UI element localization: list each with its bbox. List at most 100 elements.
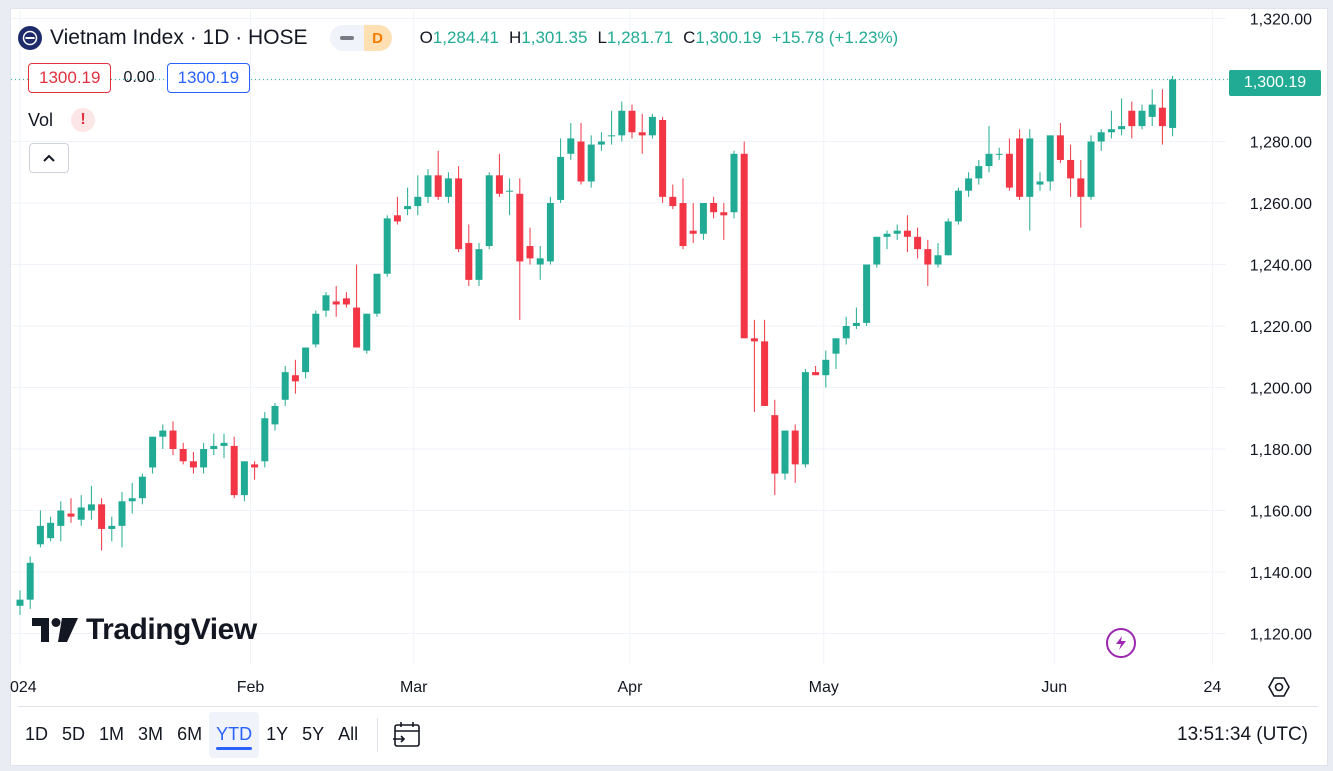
candle-body (893, 230, 901, 234)
candle (271, 402, 279, 431)
candle (801, 369, 809, 468)
symbol-title[interactable]: Vietnam Index · 1D · HOSE (50, 26, 308, 49)
chart-settings-icon[interactable] (1266, 674, 1292, 700)
candle-body (455, 178, 463, 250)
collapse-legend-button[interactable] (29, 143, 69, 173)
range-button-5d[interactable]: 5D (62, 724, 86, 744)
candle-body (47, 522, 55, 539)
candle-body (873, 236, 881, 265)
candle-body (342, 298, 350, 305)
candle (312, 310, 320, 348)
candle-body (404, 206, 412, 210)
range-button-1m[interactable]: 1M (99, 724, 125, 744)
range-button-1y[interactable]: 1Y (266, 724, 289, 744)
sell-price-button[interactable]: 1300.19 (28, 63, 112, 93)
legend-header: Vietnam Index · 1D · HOSE D O1,284.41 H1… (18, 20, 898, 56)
candle (465, 224, 473, 287)
candle-body (1097, 132, 1105, 142)
candle (669, 184, 677, 210)
range-button-ytd[interactable]: YTD (209, 711, 260, 758)
candle (791, 424, 799, 483)
candle (832, 338, 840, 370)
candle (373, 273, 381, 317)
candle (332, 286, 340, 317)
candle-body (924, 249, 932, 265)
candle-body (730, 153, 738, 213)
candle (291, 359, 299, 394)
candle (934, 242, 942, 268)
candle (128, 482, 136, 514)
candle (1077, 159, 1085, 228)
range-button-3m[interactable]: 3M (138, 724, 164, 744)
volume-label[interactable]: Vol (28, 109, 54, 130)
candle-body (659, 119, 667, 197)
bid-ask-row: 1300.19 0.00 1300.19 (28, 63, 251, 93)
range-button-5y[interactable]: 5Y (302, 724, 325, 744)
price-tick-label: 1,120.00 (1250, 627, 1312, 644)
candle-body (16, 599, 24, 606)
candle (842, 316, 850, 345)
tradingview-logo[interactable]: TradingView (32, 613, 257, 647)
time-tick-label: Apr (618, 679, 644, 696)
candle (98, 498, 106, 551)
candle (1128, 101, 1136, 139)
candle (1026, 129, 1034, 231)
candle-body (577, 141, 585, 182)
utc-clock[interactable]: 13:51:34 (UTC) (1177, 723, 1308, 745)
candle (383, 215, 391, 277)
candle (944, 218, 952, 256)
candle-body (240, 461, 248, 496)
candle-body (608, 135, 616, 137)
range-button-1d[interactable]: 1D (25, 724, 49, 744)
warning-icon[interactable]: ! (71, 108, 96, 132)
candle-body (444, 178, 452, 197)
last-price-label: 1,300.19 (1229, 70, 1321, 96)
candle-body (1067, 159, 1075, 179)
candle (526, 227, 534, 265)
candle (659, 116, 667, 203)
candle (1067, 144, 1075, 197)
candle-body (863, 264, 871, 323)
candle-body (587, 144, 595, 182)
candle-body (1087, 141, 1095, 197)
price-tick-label: 1,280.00 (1250, 135, 1312, 152)
candle (251, 461, 259, 480)
candle (893, 224, 901, 240)
range-button-6m[interactable]: 6M (177, 724, 203, 744)
candle-body (189, 461, 197, 468)
price-tick-label: 1,180.00 (1250, 442, 1312, 459)
candle (822, 350, 830, 388)
range-button-all[interactable]: All (338, 724, 359, 744)
candle-body (781, 430, 789, 474)
price-tick-label: 1,200.00 (1250, 381, 1312, 398)
candle-body (434, 175, 442, 197)
candle (444, 172, 452, 203)
candle-body (291, 375, 299, 382)
candle (261, 412, 269, 468)
range-buttons: 1D 5D 1M 3M 6M YTD 1Y 5Y All (18, 711, 365, 758)
spread-value: 0.00 (123, 69, 155, 86)
candle-body (271, 405, 279, 425)
candle (516, 178, 524, 320)
candle (628, 104, 636, 139)
symbol-logo-icon[interactable] (18, 26, 42, 50)
high-value: 1,301.35 (521, 28, 588, 47)
price-tick-label: 1,260.00 (1250, 196, 1312, 213)
candle (108, 516, 116, 542)
candle (118, 492, 126, 548)
candle (322, 292, 330, 317)
candle-body (495, 175, 503, 194)
candle (36, 510, 44, 548)
candle (1107, 110, 1115, 139)
candle (1056, 123, 1064, 164)
go-to-date-icon[interactable] (392, 721, 422, 749)
bottom-toolbar: 1D 5D 1M 3M 6M YTD 1Y 5Y All 13:51:34 (UTC) (18, 706, 1318, 762)
market-status-pill[interactable]: D (329, 25, 392, 51)
lightning-icon[interactable] (1106, 628, 1136, 658)
candle (26, 556, 34, 609)
time-tick-label: 24 (1203, 679, 1221, 696)
candle (546, 196, 554, 265)
candle (730, 150, 738, 219)
buy-price-button[interactable]: 1300.19 (166, 63, 251, 93)
